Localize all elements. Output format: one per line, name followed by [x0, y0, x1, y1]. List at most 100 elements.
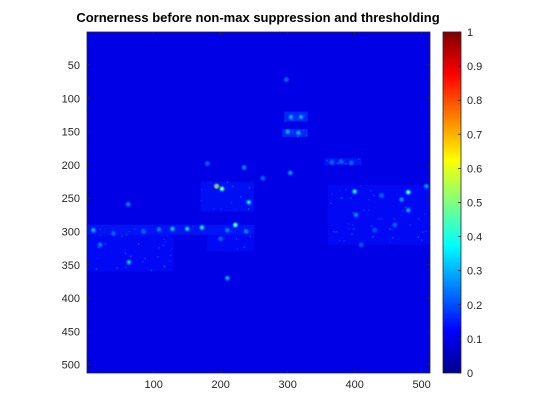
heatmap-speckle — [369, 190, 372, 192]
heatmap-speckle — [421, 239, 423, 241]
chart-title: Cornerness before non-max suppression an… — [76, 10, 439, 25]
y-tick-label-7: 400 — [62, 293, 80, 305]
heatmap-speckle — [240, 196, 242, 198]
x-tick-label-4: 500 — [412, 379, 430, 391]
hotspot-13 — [289, 115, 293, 119]
heatmap-speckle — [163, 239, 165, 241]
heatmap-speckle — [418, 218, 420, 220]
heatmap-speckle — [404, 206, 407, 208]
heatmap-speckle — [236, 238, 238, 240]
heatmap-speckle — [137, 243, 140, 245]
heatmap-speckle — [417, 236, 420, 238]
hotspot-8 — [171, 227, 174, 230]
heatmap-speckle — [230, 201, 233, 204]
hotspot-39 — [360, 243, 363, 246]
heatmap-speckle — [121, 235, 123, 237]
hotspot-19 — [400, 198, 403, 201]
colorbar-tick-label-3: 0.3 — [467, 266, 482, 278]
heatmap-speckle — [378, 218, 380, 220]
hotspot-27 — [219, 237, 222, 240]
x-tick-label-1: 200 — [211, 379, 229, 391]
y-tick-label-1: 100 — [62, 93, 80, 105]
heatmap-speckle — [341, 196, 343, 199]
heatmap-speckle — [150, 269, 153, 272]
hotspot-18 — [354, 213, 358, 216]
heatmap-speckle — [128, 230, 131, 232]
x-tick-label-2: 300 — [278, 379, 296, 391]
hotspot-28 — [340, 160, 343, 163]
hotspot-11 — [226, 276, 229, 280]
heatmap-speckle — [357, 158, 360, 160]
heatmap-speckle — [291, 131, 294, 133]
heatmap-patch-4 — [200, 181, 255, 212]
y-axis: 50 100 150 200 250 300 350 400 450 500 — [62, 60, 430, 372]
colorbar-tick-label-2: 0.2 — [467, 300, 482, 312]
heatmap-speckle — [116, 267, 118, 269]
heatmap-speckle — [124, 249, 126, 251]
hotspot-0 — [215, 185, 218, 188]
hotspot-halo-40 — [432, 196, 437, 201]
heatmap-patch-1 — [282, 128, 308, 137]
colorbar-axis: 0 0.1 0.2 0.3 0.4 0.5 0.6 0.7 0.8 0.9 1 — [458, 27, 482, 380]
heatmap-speckle — [348, 228, 350, 230]
heatmap-speckle — [339, 239, 341, 242]
y-tick-label-6: 350 — [62, 260, 80, 272]
hotspot-25 — [226, 229, 229, 232]
heatmap-speckle — [97, 246, 100, 249]
heatmap-speckle — [292, 119, 294, 121]
colorbar-tick-label-4: 0.4 — [467, 232, 482, 244]
heatmap-speckle — [392, 237, 394, 239]
heatmap-speckle — [391, 228, 393, 231]
heatmap-speckle — [351, 233, 353, 235]
heatmap-speckle — [192, 226, 194, 228]
heatmap-speckle — [389, 228, 391, 230]
hotspot-23 — [98, 243, 102, 246]
heatmap-speckle — [243, 246, 246, 248]
heatmap-speckle — [235, 236, 237, 238]
hotspot-1 — [220, 187, 224, 190]
hotspot-40 — [434, 197, 436, 199]
heatmap-speckle — [424, 213, 426, 216]
colorbar-tick-label-8: 0.8 — [467, 95, 482, 107]
heatmap-speckle — [370, 225, 373, 227]
heatmap-speckle — [345, 163, 347, 165]
y-tick-label-8: 450 — [62, 326, 80, 338]
hotspot-24 — [157, 228, 161, 231]
heatmap-speckle — [429, 189, 430, 191]
heatmap-speckle — [326, 160, 328, 162]
colorbar-tick-label-6: 0.6 — [467, 163, 482, 175]
heatmap-speckle — [348, 223, 350, 225]
heatmap-speckle — [144, 257, 146, 260]
heatmap-speckle — [99, 234, 102, 237]
heatmap-speckle — [351, 224, 354, 226]
heatmap-speckle — [303, 114, 305, 116]
heatmap-patch-7 — [207, 234, 255, 252]
heatmap-speckle — [124, 252, 127, 254]
heatmap-speckle — [236, 248, 239, 250]
colorbar-tick-label-7: 0.7 — [467, 129, 482, 141]
heatmap-speckle — [249, 235, 252, 237]
heatmap-speckle — [226, 181, 229, 183]
hotspot-10 — [92, 229, 95, 232]
heatmap-patch-6 — [87, 234, 174, 272]
heatmap-speckle — [157, 256, 159, 258]
heatmap-speckle — [171, 247, 173, 250]
heatmap-speckle — [353, 228, 355, 230]
heatmap-speckle — [247, 208, 250, 210]
heatmap-speckle — [290, 130, 293, 132]
heatmap-speckle — [352, 212, 354, 214]
heatmap-speckle — [368, 209, 370, 212]
y-tick-label-2: 150 — [62, 127, 80, 139]
heatmap-speckle — [338, 189, 341, 192]
heatmap-speckle — [232, 185, 234, 187]
y-tick-label-0: 50 — [68, 60, 80, 72]
hotspot-14 — [299, 115, 303, 119]
hotspot-16 — [297, 131, 300, 135]
hotspot-17 — [289, 171, 292, 174]
heatmap-speckle — [363, 209, 365, 211]
hotspot-22 — [127, 203, 130, 206]
y-tick-label-5: 300 — [62, 226, 80, 238]
heatmap-speckle — [125, 266, 127, 269]
hotspot-2 — [234, 223, 237, 226]
